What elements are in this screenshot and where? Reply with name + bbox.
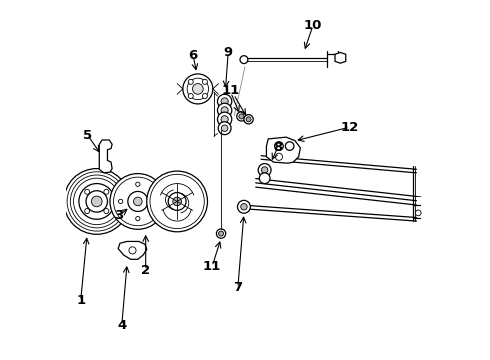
Circle shape <box>275 153 283 160</box>
Circle shape <box>153 199 157 203</box>
Circle shape <box>136 216 140 221</box>
Circle shape <box>85 208 90 213</box>
Circle shape <box>262 167 268 173</box>
Text: 1: 1 <box>76 294 85 307</box>
Circle shape <box>187 78 209 100</box>
Circle shape <box>188 94 193 99</box>
Polygon shape <box>118 242 147 259</box>
Circle shape <box>168 193 186 210</box>
Text: 7: 7 <box>233 282 243 294</box>
Circle shape <box>241 203 247 210</box>
Text: 2: 2 <box>141 264 150 276</box>
Text: 9: 9 <box>223 46 233 59</box>
Circle shape <box>173 197 181 206</box>
Circle shape <box>129 247 136 254</box>
Text: 6: 6 <box>189 49 198 62</box>
Circle shape <box>92 196 102 207</box>
Circle shape <box>218 94 232 109</box>
Circle shape <box>219 231 223 236</box>
Text: 12: 12 <box>341 121 359 134</box>
Circle shape <box>104 189 109 194</box>
Circle shape <box>285 142 294 150</box>
Circle shape <box>218 103 232 117</box>
Circle shape <box>218 122 231 135</box>
Polygon shape <box>335 53 346 63</box>
Text: 4: 4 <box>117 319 126 332</box>
Circle shape <box>134 197 142 206</box>
Circle shape <box>217 229 226 238</box>
Circle shape <box>221 107 228 114</box>
Circle shape <box>259 173 270 184</box>
Circle shape <box>221 116 228 123</box>
Circle shape <box>71 175 123 228</box>
Circle shape <box>221 98 228 105</box>
Circle shape <box>188 79 193 84</box>
Circle shape <box>240 56 248 64</box>
Circle shape <box>147 171 207 232</box>
Circle shape <box>67 172 126 231</box>
Polygon shape <box>99 140 112 173</box>
Circle shape <box>193 84 203 94</box>
Circle shape <box>104 208 109 213</box>
Text: 3: 3 <box>114 209 123 222</box>
Text: 8: 8 <box>273 141 283 154</box>
Circle shape <box>150 174 204 229</box>
Circle shape <box>86 191 107 212</box>
Circle shape <box>275 142 283 150</box>
Circle shape <box>114 177 162 226</box>
Circle shape <box>128 192 148 211</box>
Text: 11: 11 <box>221 84 240 97</box>
Circle shape <box>136 182 140 186</box>
Text: 10: 10 <box>304 19 322 32</box>
Circle shape <box>64 168 130 234</box>
Text: 11: 11 <box>203 260 221 273</box>
Circle shape <box>74 178 120 225</box>
Circle shape <box>237 112 246 121</box>
Circle shape <box>202 94 207 99</box>
Circle shape <box>416 210 421 216</box>
Circle shape <box>244 114 253 124</box>
Circle shape <box>238 201 250 213</box>
Polygon shape <box>267 137 300 163</box>
Circle shape <box>110 174 166 229</box>
Circle shape <box>246 117 251 122</box>
Circle shape <box>183 74 213 104</box>
Circle shape <box>218 112 232 126</box>
Circle shape <box>119 199 123 203</box>
Circle shape <box>258 163 271 176</box>
Circle shape <box>85 189 90 194</box>
Circle shape <box>79 184 115 219</box>
Circle shape <box>202 79 207 84</box>
Circle shape <box>221 125 228 131</box>
Circle shape <box>239 114 244 119</box>
Text: 5: 5 <box>83 129 93 142</box>
